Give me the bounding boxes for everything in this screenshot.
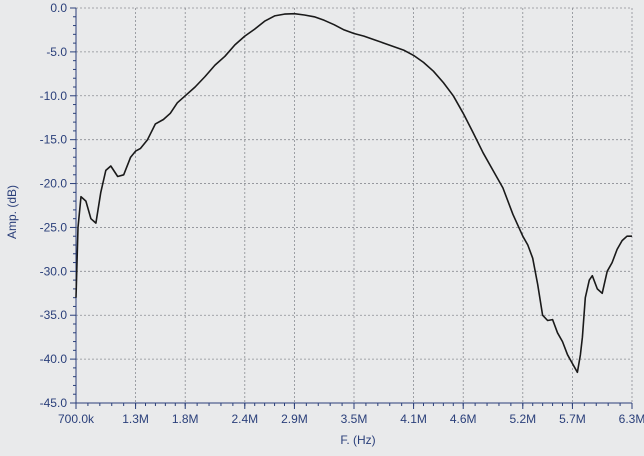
y-tick-label: -10.0 (40, 89, 68, 103)
x-tick-label: 6.3M (619, 412, 644, 426)
y-tick-label: -5.0 (46, 45, 67, 59)
grid-lines (76, 7, 633, 403)
y-tick-label: -30.0 (40, 264, 68, 278)
minor-ticks (70, 7, 633, 409)
x-tick-label: 5.7M (559, 412, 586, 426)
y-tick-label: -25.0 (40, 220, 68, 234)
x-tick-label: 1.3M (122, 412, 149, 426)
y-tick-label: -40.0 (40, 352, 68, 366)
x-tick-label: 2.9M (281, 412, 308, 426)
y-tick-label: 0.0 (50, 1, 67, 15)
x-tick-labels: 700.0k 1.3M 1.8M 2.4M 2.9M 3.5M 4.1M 4.6M 5.2M 5.… (58, 412, 644, 426)
series-line (75, 12, 632, 374)
y-tick-labels: 0.0 -5.0 -10.0 -15.0 -20.0 -25.0 -30.0 -35.0 -40… (40, 1, 68, 410)
y-tick-label: -35.0 (40, 308, 68, 322)
x-tick-label: 2.4M (231, 412, 258, 426)
y-axis-title: Amp. (dB) (5, 185, 19, 239)
y-tick-label: -20.0 (40, 177, 68, 191)
x-tick-label: 5.2M (509, 412, 536, 426)
x-tick-label: 700.0k (58, 412, 95, 426)
x-tick-label: 3.5M (341, 412, 368, 426)
x-tick-label: 4.1M (400, 412, 427, 426)
x-tick-label: 1.8M (172, 412, 199, 426)
y-tick-label: -45.0 (40, 396, 68, 410)
y-tick-label: -15.0 (40, 133, 68, 147)
x-tick-label: 4.6M (450, 412, 477, 426)
x-axis-title: F. (Hz) (340, 433, 375, 447)
